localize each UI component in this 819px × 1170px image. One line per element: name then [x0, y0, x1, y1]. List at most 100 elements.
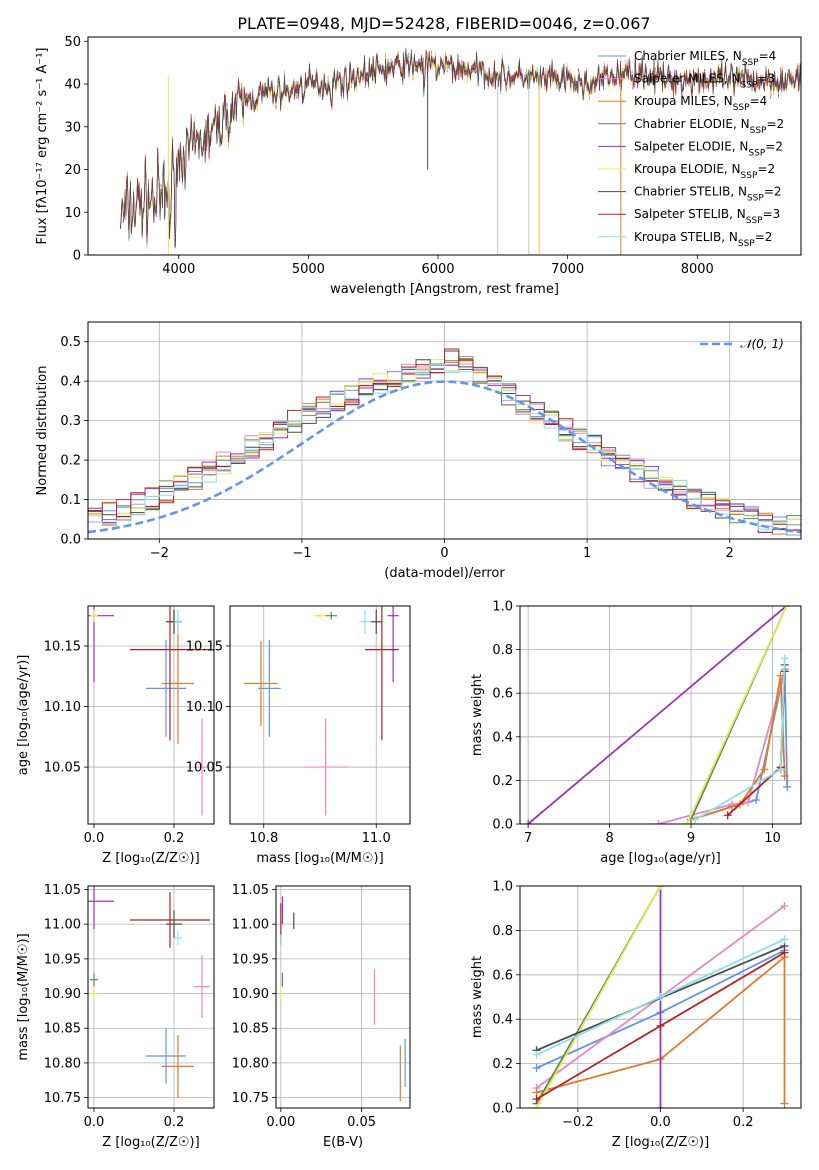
plot-layer: 4000 5000 6000 7000 800001020304050wavelengt…	[16, 35, 802, 1150]
panel-spectrum: 4000 5000 6000 7000 8000 0 10 20 30 40 50 wavelengt…	[35, 35, 802, 297]
plot-area	[88, 348, 801, 536]
mass-weight-marker	[776, 765, 785, 774]
panel-residuals: −2 −1 0 1 2 0.0 0.1 0.2 0.3 0.4 0.5 (data-model)/er…	[35, 321, 802, 581]
mass-weight-line	[690, 675, 786, 821]
data-point	[90, 609, 98, 622]
x-tick-label: 0.2	[164, 1115, 185, 1130]
x-tick-label: 8000	[681, 262, 714, 277]
mass-weight-line	[536, 955, 786, 1104]
plot-area	[532, 886, 789, 1108]
data-point	[244, 641, 278, 726]
panel-massweight-vs-Z: −0.2 0.0 0.2 0.0 0.2 0.4 0.6 0.8 1.0 Z [log₁₀(Z/Z…	[470, 880, 802, 1150]
mass-weight-marker	[780, 654, 789, 663]
data-point	[194, 718, 210, 816]
mass-weight-marker	[654, 820, 663, 824]
panel-mass-vs-Z: 0.0 0.2 10.75 10.80 10.85 10.90 10.95 11.00 11.0…	[16, 883, 215, 1150]
plot-area	[244, 606, 399, 816]
x-axis-label: E(B-V)	[323, 1135, 363, 1150]
mass-weight-marker	[532, 1104, 541, 1108]
plot-area	[280, 896, 406, 1102]
mass-weight-marker	[656, 993, 665, 1001]
legend-label: Chabrier STELIB, NSSP=2	[634, 185, 782, 204]
x-tick-label: 10	[764, 831, 781, 846]
mass-weight-marker	[691, 815, 700, 824]
figure-title: PLATE=0948, MJD=52428, FIBERID=0046, z=0…	[237, 14, 650, 33]
mass-weight-marker	[780, 772, 789, 781]
y-tick-label: 10.85	[44, 1022, 81, 1037]
x-axis-label: Z [log₁₀(Z/Z☉)]	[102, 851, 199, 866]
x-tick-label: 2	[726, 546, 734, 561]
axes-frame	[87, 885, 215, 1109]
y-axis-label: Normed distribution	[35, 366, 50, 496]
x-tick-label: 0.05	[347, 1115, 376, 1130]
y-tick-label: 10.15	[186, 639, 223, 654]
x-tick-label: 0	[440, 546, 448, 561]
data-point	[258, 639, 281, 737]
x-tick-label: −2	[150, 546, 169, 561]
legend-label: Chabrier MILES, NSSP=4	[634, 49, 776, 68]
mass-weight-marker	[532, 1050, 541, 1059]
x-tick-label: 1	[583, 546, 591, 561]
plot-area	[88, 886, 210, 1098]
data-point	[314, 613, 326, 619]
mass-weight-marker	[656, 1104, 665, 1108]
y-tick-label: 0.0	[492, 818, 513, 833]
y-tick-label: 20	[64, 163, 81, 178]
mass-weight-line	[686, 606, 788, 824]
x-tick-label: 7	[524, 831, 532, 846]
axes-frame	[87, 605, 215, 825]
x-tick-label: 9	[687, 831, 695, 846]
residual-histogram	[88, 350, 801, 536]
mass-weight-marker	[782, 606, 791, 610]
legend-label: Kroupa STELIB, NSSP=2	[634, 230, 772, 249]
legend-label: Kroupa MILES, NSSP=4	[634, 94, 767, 113]
y-tick-label: 11.05	[44, 883, 81, 898]
plot-area	[88, 606, 210, 816]
legend-label: Kroupa ELODIE, NSSP=2	[634, 162, 775, 181]
mass-weight-marker	[744, 798, 753, 807]
y-tick-label: 40	[64, 78, 81, 93]
plot-area	[120, 47, 801, 255]
mass-weight-marker	[656, 1021, 665, 1030]
y-tick-label: 1.0	[492, 600, 513, 615]
mass-weight-marker	[723, 811, 732, 820]
mass-weight-marker	[780, 935, 789, 944]
y-tick-label: 10.80	[232, 1056, 269, 1071]
y-tick-label: 0.5	[60, 335, 81, 350]
mass-weight-marker	[780, 901, 789, 910]
data-point	[174, 609, 182, 634]
y-tick-label: 0.2	[492, 1057, 513, 1072]
mass-weight-marker	[780, 1099, 789, 1108]
y-tick-label: 10	[64, 206, 81, 221]
y-tick-label: 1.0	[492, 880, 513, 895]
x-axis-label: mass [log₁₀(M/M☉)]	[256, 851, 383, 866]
data-point	[325, 612, 337, 620]
x-axis-label: Z [log₁₀(Z/Z☉)]	[612, 1135, 709, 1150]
x-tick-label: 0.00	[266, 1115, 295, 1130]
y-tick-label: 0.1	[60, 493, 81, 508]
legend-label: Salpeter STELIB, NSSP=3	[634, 207, 780, 226]
x-tick-label: 0.2	[733, 1115, 754, 1130]
y-tick-label: 0.4	[492, 730, 513, 745]
data-point	[130, 892, 210, 948]
y-tick-label: 30	[64, 120, 81, 135]
axes-frame	[87, 36, 802, 256]
y-tick-label: 0.6	[492, 968, 513, 983]
y-tick-label: 10.10	[186, 700, 223, 715]
data-point	[166, 910, 182, 939]
mass-weight-marker	[656, 886, 665, 890]
y-axis-label: age [log₁₀(age/yr)]	[16, 655, 31, 776]
y-tick-label: 0.3	[60, 414, 81, 429]
mass-weight-marker	[752, 796, 761, 805]
y-tick-label: 0.0	[60, 533, 81, 548]
data-point	[194, 955, 210, 1018]
x-tick-label: −0.2	[562, 1115, 594, 1130]
data-point	[90, 972, 98, 987]
y-axis-label: mass [log₁₀(M/M☉)]	[16, 933, 31, 1060]
x-tick-label: 6000	[421, 262, 454, 277]
axes-frame	[229, 605, 411, 825]
mass-weight-marker	[780, 948, 789, 957]
panel-age-vs-Z: 0.0 0.2 10.05 10.10 10.15 Z [log₁₀(Z/Z☉)] age …	[16, 605, 215, 866]
mass-weight-marker	[532, 1064, 541, 1073]
